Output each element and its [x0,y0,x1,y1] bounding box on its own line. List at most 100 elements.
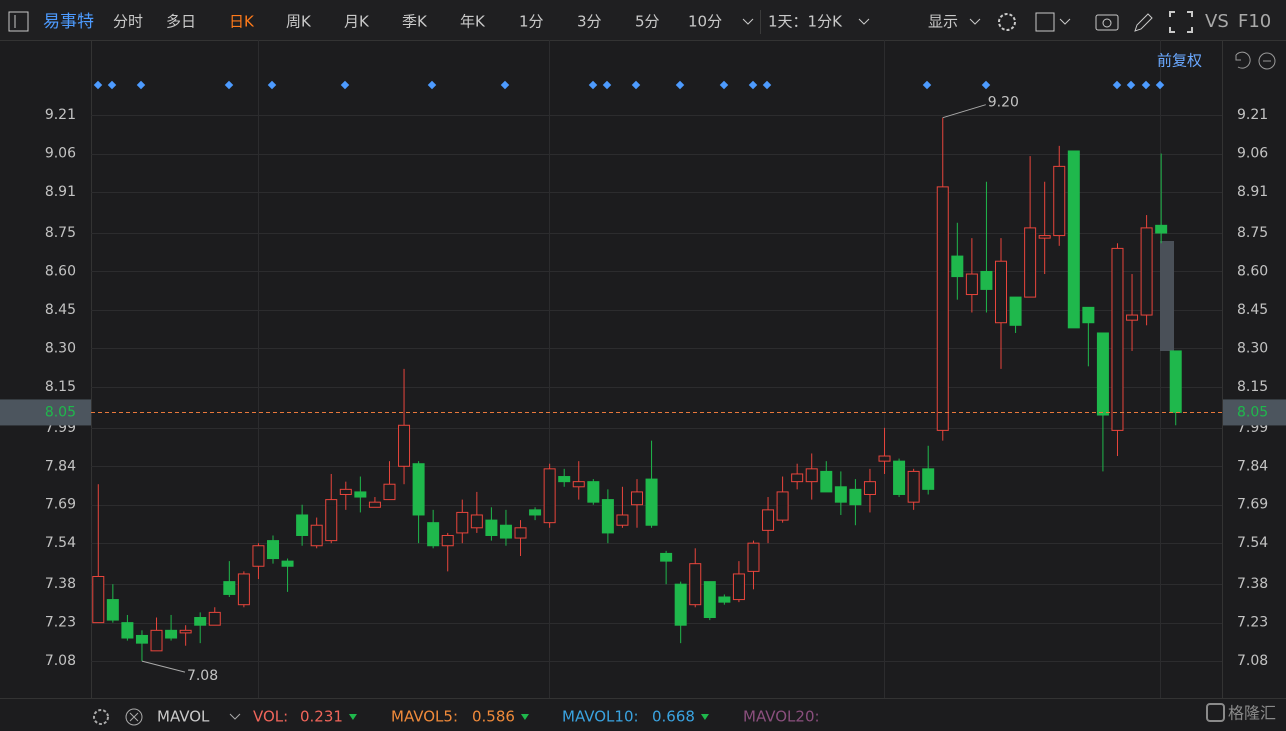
indicator-trend [700,714,709,720]
period-tab-active[interactable]: 日K [229,13,255,31]
candle-body [1096,332,1109,416]
candle-body [412,463,425,516]
y-tick-label: 8.60 [45,263,76,279]
indicator-value: 0.586 [472,708,515,726]
candle-body [631,491,643,506]
candle-body [427,522,440,547]
candle-body [529,509,542,516]
candle-body [310,524,323,547]
y-tick-label-right: 7.38 [1237,576,1268,592]
camera-icon[interactable] [1095,14,1119,31]
candle-body [558,476,571,483]
period-tab[interactable]: 周K [286,13,312,31]
gap-band [1160,241,1174,351]
candle-body [762,509,775,531]
collapse-icon[interactable] [1258,52,1276,70]
reset-icon[interactable] [1235,51,1251,69]
vs-button[interactable]: VS [1205,11,1229,32]
period-tab[interactable]: 3分 [577,13,602,31]
candle-body [194,617,207,626]
y-tick-label: 8.91 [45,184,76,200]
display-menu[interactable]: 显示 [928,13,958,31]
candle-body [499,524,512,539]
layout-icon[interactable] [1035,12,1055,32]
more-periods[interactable] [742,18,754,25]
draw-icon[interactable] [1134,13,1153,32]
candle-body [543,468,556,524]
event-marker [427,80,437,90]
y-tick-label-right: 8.30 [1237,340,1268,356]
candle-body [514,527,527,539]
candle-body [165,629,178,639]
last-price-label: 8.05 [45,404,76,420]
candle-body [267,540,279,560]
sidebar-toggle[interactable] [8,11,29,32]
candle-body [121,622,134,639]
stock-name[interactable]: 易事特 [43,12,94,32]
period-tab[interactable]: 1分 [519,13,544,31]
candle-body [995,260,1007,324]
candle-body [383,483,396,501]
candle-body [223,581,236,595]
candle-body [1067,150,1080,329]
candle-body [1038,235,1051,239]
y-tick-label-right: 7.23 [1237,615,1268,631]
indicator-name[interactable]: MAVOL [157,708,210,726]
candle-body [718,596,731,603]
candle-body [703,581,716,619]
period-tab[interactable]: 年K [460,13,486,31]
candle-body [660,552,673,562]
indicator-label: VOL: [253,708,288,726]
candle-body [893,460,906,495]
y-tick-label: 7.08 [45,653,76,669]
display-arrow [969,18,981,25]
y-tick-label: 9.21 [45,107,76,123]
fullscreen-icon[interactable] [1169,11,1193,33]
interval-arrow [858,18,870,25]
event-marker [224,80,234,90]
y-tick-label: 7.23 [45,615,76,631]
period-tab[interactable]: 10分 [688,13,722,31]
indicator-arrow[interactable] [229,713,241,720]
f10-button[interactable]: F10 [1238,11,1271,32]
candle-body [1053,165,1066,237]
period-tab[interactable]: 季K [402,13,428,31]
candle-body [747,542,760,572]
y-tick-label-right: 8.45 [1237,302,1268,318]
y-tick-label-right: 8.75 [1237,225,1268,241]
indicator-value: 0.668 [652,708,695,726]
candle-body [296,514,309,536]
period-tab[interactable]: 分时 [113,13,143,31]
indicator-close-x [129,712,139,722]
indicator-close[interactable] [125,708,143,726]
candle-body [368,501,381,508]
y-tick-label-right: 7.69 [1237,497,1268,513]
candle-body [92,575,105,624]
adjust-toggle[interactable]: 前复权 [1157,52,1202,70]
settings-icon[interactable] [998,13,1016,31]
candle-body [1009,296,1022,326]
candle-body [1140,227,1153,316]
candle-body [485,519,498,536]
candle-body [252,545,265,567]
candle-body [354,491,367,498]
event-marker [107,80,117,90]
candle-body [1126,314,1139,321]
y-tick-label-right: 7.84 [1237,458,1268,474]
candle-body [936,186,949,431]
indicator-settings[interactable] [93,709,109,725]
high-pointer [942,104,986,119]
period-tab[interactable]: 月K [344,13,370,31]
candle-body [834,486,847,503]
y-tick-label: 8.45 [45,302,76,318]
period-tab[interactable]: 多日 [166,13,196,31]
interval-select[interactable]: 1天：1分K [768,13,843,31]
event-marker [340,80,350,90]
candle-body [208,611,221,626]
camera-lens [1102,18,1112,28]
period-tab[interactable]: 5分 [635,13,660,31]
candle-body [281,560,294,567]
candle-body [732,573,745,601]
low-pointer [141,660,186,673]
